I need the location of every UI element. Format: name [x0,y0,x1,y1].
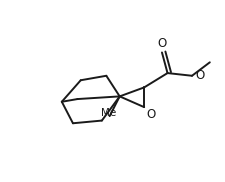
Text: O: O [157,37,166,50]
Text: Me: Me [101,108,116,118]
Text: O: O [194,69,203,82]
Text: O: O [146,108,155,121]
